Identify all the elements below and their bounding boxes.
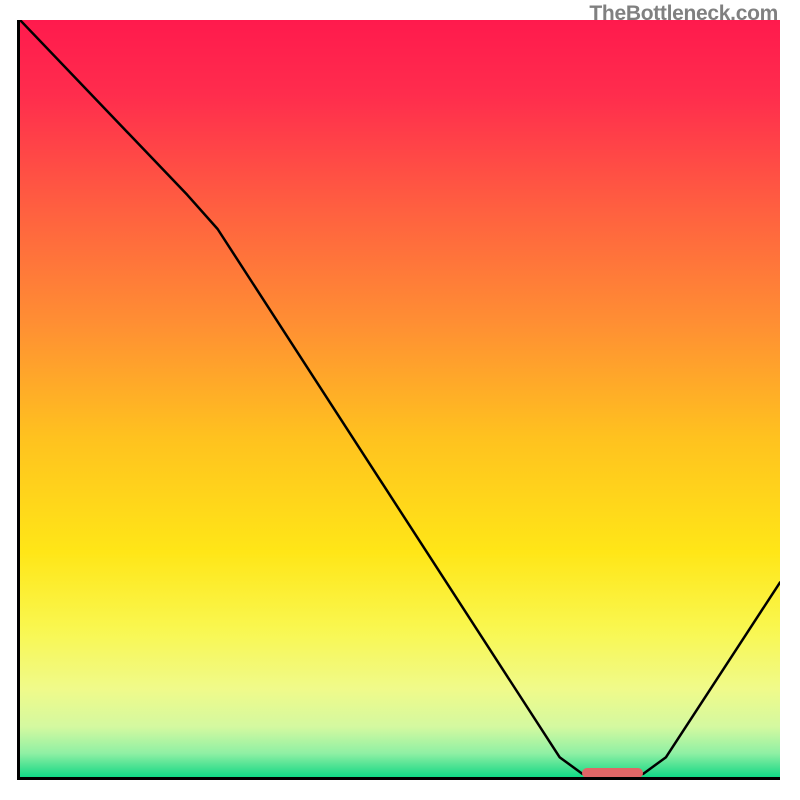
x-axis (17, 777, 780, 780)
gradient-background (20, 20, 780, 780)
watermark-text: TheBottleneck.com (589, 2, 778, 26)
plot-area (20, 20, 780, 780)
y-axis (17, 20, 20, 780)
bottleneck-chart: TheBottleneck.com (0, 0, 800, 800)
